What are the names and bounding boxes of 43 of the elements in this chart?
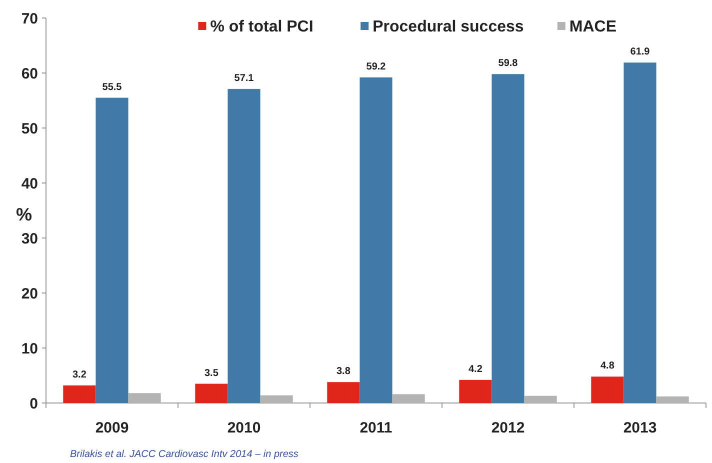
bar <box>228 88 260 403</box>
data-label: 55.5 <box>102 82 122 93</box>
data-label: 4.8 <box>600 360 615 372</box>
legend-label: % of total PCI <box>210 18 314 36</box>
data-label: 57.1 <box>234 72 254 84</box>
bar <box>524 396 557 403</box>
y-tick-label: 10 <box>21 340 38 358</box>
x-tick-label: 2012 <box>491 419 525 436</box>
data-label: 59.8 <box>498 58 518 70</box>
x-tick-label: 2011 <box>360 419 392 436</box>
legend-label: Procedural success <box>372 18 524 36</box>
text: Brilakis et al. JACC Cardiovasc Intv 2014 – in press <box>70 449 298 460</box>
bar <box>327 382 360 403</box>
bar <box>96 98 128 403</box>
bar <box>128 393 161 403</box>
bar <box>624 62 656 403</box>
data-label: 61.9 <box>630 46 650 58</box>
y-tick-label: 60 <box>21 65 38 82</box>
bar <box>656 396 689 403</box>
bar <box>392 394 425 403</box>
data-label: 59.2 <box>366 61 386 72</box>
x-tick-label: 2013 <box>623 419 657 436</box>
y-tick-label: 50 <box>21 120 38 138</box>
data-label: 3.2 <box>72 369 87 380</box>
bar <box>195 384 228 403</box>
x-tick-label: 2010 <box>227 419 261 436</box>
bar <box>260 395 293 403</box>
x-tick-label: 2009 <box>95 419 129 436</box>
legend-label: MACE <box>569 18 617 36</box>
y-tick-label: 70 <box>21 10 38 28</box>
data-label: 3.8 <box>336 366 351 378</box>
bar <box>360 77 392 403</box>
y-tick-label: 0 <box>30 395 38 412</box>
y-axis-title: % <box>16 204 32 224</box>
bar <box>63 385 96 403</box>
y-tick-label: 20 <box>21 285 38 302</box>
bar <box>459 380 492 403</box>
data-label: 4.2 <box>468 364 483 375</box>
bar <box>591 376 624 403</box>
data-label: 3.5 <box>204 368 219 379</box>
y-tick-label: 30 <box>21 230 38 248</box>
y-tick-label: 40 <box>21 175 38 192</box>
bar <box>492 74 524 403</box>
